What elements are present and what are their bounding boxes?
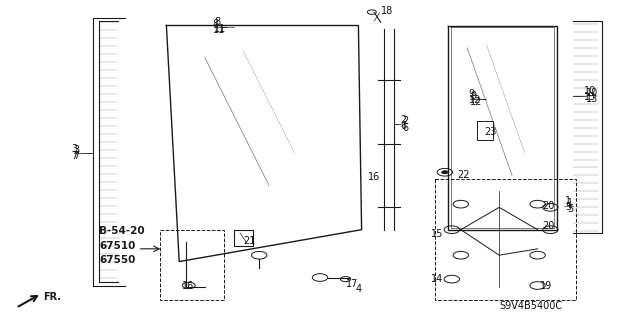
Text: 18: 18 [381, 6, 394, 16]
Text: 7: 7 [72, 151, 78, 161]
Text: 2: 2 [401, 115, 407, 125]
Text: 21: 21 [243, 236, 255, 246]
Text: 13: 13 [584, 92, 596, 102]
Text: 9: 9 [468, 89, 475, 99]
Bar [435, 179, 576, 300]
Text: 2: 2 [403, 116, 409, 126]
Text: 23: 23 [484, 127, 497, 137]
Text: 8: 8 [214, 17, 221, 27]
Text: 1: 1 [567, 197, 573, 208]
Text: 67510: 67510 [99, 241, 136, 251]
Text: 14: 14 [431, 274, 444, 284]
Text: 10: 10 [584, 86, 596, 96]
Text: 6: 6 [401, 121, 407, 131]
Text: 9: 9 [470, 91, 477, 101]
Text: 20: 20 [543, 221, 555, 232]
Bar [477, 121, 493, 140]
Text: 4: 4 [355, 284, 362, 294]
Text: FR.: FR. [44, 292, 61, 302]
Text: 22: 22 [458, 170, 470, 181]
Circle shape [442, 171, 448, 174]
Text: 11: 11 [212, 25, 225, 35]
Text: 17: 17 [346, 279, 358, 289]
Text: 3: 3 [74, 145, 80, 155]
Text: 16: 16 [182, 280, 195, 291]
Text: 8: 8 [212, 19, 219, 29]
Text: 13: 13 [586, 94, 598, 104]
Text: 7: 7 [74, 151, 80, 161]
Text: 5: 5 [567, 204, 573, 214]
Text: 67550: 67550 [99, 255, 136, 265]
Text: 12: 12 [470, 97, 483, 107]
Text: 15: 15 [431, 229, 444, 240]
Text: 11: 11 [214, 24, 227, 34]
Text: 16: 16 [368, 172, 380, 182]
Bar [234, 230, 253, 246]
Bar [160, 230, 224, 300]
Text: B-54-20: B-54-20 [99, 226, 145, 236]
Text: 6: 6 [403, 122, 409, 133]
Text: 19: 19 [540, 280, 552, 291]
Text: S9V4B5400C: S9V4B5400C [499, 301, 563, 311]
Text: 10: 10 [586, 87, 598, 98]
Text: 3: 3 [72, 144, 78, 154]
Text: 20: 20 [543, 201, 555, 211]
Text: 5: 5 [565, 202, 572, 212]
Text: 12: 12 [468, 95, 481, 106]
Text: 1: 1 [565, 196, 572, 206]
